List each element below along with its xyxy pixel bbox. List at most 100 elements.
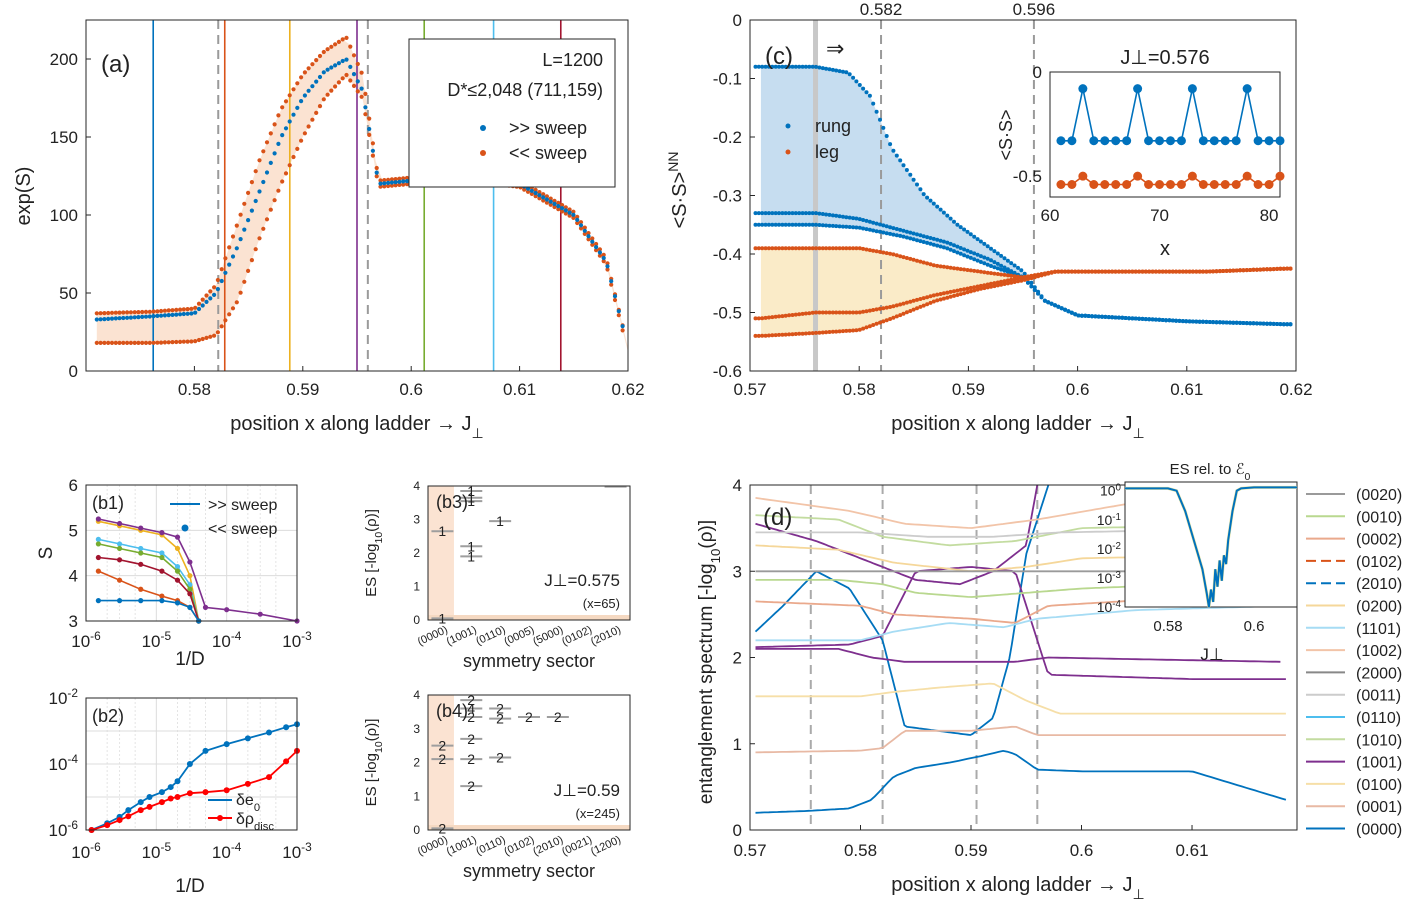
series-point [159, 554, 165, 561]
leg-point [948, 289, 953, 294]
rung-point [935, 204, 940, 209]
rung-point [1194, 319, 1199, 324]
rung-point [830, 213, 835, 218]
series-point [138, 586, 144, 592]
rung-point [1019, 268, 1024, 273]
rung-point [790, 211, 795, 216]
inset-title: J⊥=0.576 [1120, 47, 1209, 69]
rung-point [884, 231, 889, 236]
sweep-forward-point [525, 186, 531, 191]
sweep-back-point [264, 217, 270, 222]
leg-point [1029, 276, 1034, 281]
sweep-back-point [178, 307, 183, 312]
inset-rung-point [1155, 136, 1165, 146]
rung-point [1248, 321, 1253, 326]
inset-x-tick-label: 70 [1150, 206, 1169, 225]
leg-point [814, 246, 818, 251]
rung-point [861, 226, 866, 231]
leg-point [978, 286, 983, 291]
leg-point [793, 246, 798, 251]
series-point [138, 561, 144, 567]
rung-point [1265, 321, 1269, 326]
rung-point [948, 241, 953, 246]
rung-point [1046, 300, 1051, 305]
rung-point [1143, 317, 1148, 322]
sweep-back-point [242, 201, 247, 206]
sweep-back-point [544, 194, 550, 199]
rung-point [783, 222, 788, 227]
inset-rung-point [1067, 136, 1077, 146]
rung-point [867, 93, 872, 98]
series-point [167, 784, 174, 791]
rung-point [965, 248, 970, 253]
leg-point [820, 246, 825, 251]
sweep-back-point [98, 340, 103, 345]
rung-point [901, 234, 906, 239]
sweep-forward-point [234, 246, 239, 251]
sector-label: (1200) [589, 834, 623, 858]
inset-leg-point [1264, 180, 1274, 189]
rung-point [1036, 291, 1041, 296]
sweep-back-point [359, 94, 364, 99]
sweep-forward-point [204, 299, 209, 304]
rung-point [777, 211, 781, 216]
leg-point [982, 283, 987, 288]
x-tick-label: 0.6 [399, 380, 423, 399]
series-point [223, 741, 230, 748]
rung-point [773, 222, 778, 227]
y-tick-label: 3 [69, 612, 78, 631]
rung-point [770, 64, 775, 69]
leg-point [1093, 269, 1098, 274]
sweep-forward-point [246, 218, 251, 223]
rung-point [760, 211, 765, 216]
rung-point [1137, 316, 1142, 321]
leg-point [918, 297, 923, 301]
inset-y-tick-label: 10-1 [1097, 511, 1121, 528]
series-point [95, 541, 101, 547]
leg-point [911, 257, 916, 262]
sweep-back-point [386, 177, 391, 182]
sweep-forward-point [616, 309, 621, 314]
rung-point [952, 243, 956, 248]
sweep-back-point [196, 301, 202, 306]
sweep-back-point [253, 169, 258, 174]
series-point [257, 611, 263, 617]
series-point [104, 822, 111, 829]
info-line-1: L=1200 [542, 50, 603, 70]
sweep-back-point [128, 310, 133, 315]
sweep-back-point [189, 306, 194, 311]
rung-point [820, 66, 825, 71]
legend-marker-back [480, 150, 486, 156]
rung-point [1184, 319, 1189, 324]
rung-point [1268, 321, 1273, 326]
rung-point [1174, 318, 1179, 323]
leg-point [874, 321, 879, 326]
sweep-back-point [605, 261, 610, 266]
rung-point [1150, 317, 1155, 322]
rung-point [985, 262, 990, 267]
rung-point [921, 240, 926, 244]
sweep-back-point [548, 202, 553, 207]
series-point [159, 550, 165, 556]
sweep-back-point [219, 267, 224, 272]
sweep-back-point [314, 110, 319, 115]
series-point [95, 554, 101, 561]
series-point [158, 799, 165, 806]
sweep-back-point [128, 340, 133, 345]
degeneracy-label: 1 [467, 538, 475, 554]
rung-point [807, 211, 812, 216]
leg-point [766, 315, 771, 320]
leg-point [790, 246, 795, 251]
sweep-forward-point [529, 188, 534, 193]
leg-point [824, 330, 829, 335]
sweep-forward-point [170, 312, 175, 317]
rung-point [1271, 321, 1276, 326]
leg-point [945, 290, 950, 295]
leg-point [1244, 268, 1249, 273]
leg-point [982, 270, 987, 275]
sector-label: (0000) [416, 834, 450, 858]
sweep-forward-point [249, 208, 254, 213]
sweep-forward-point [575, 217, 580, 222]
series-point [138, 545, 144, 552]
rung-point [1140, 316, 1145, 321]
